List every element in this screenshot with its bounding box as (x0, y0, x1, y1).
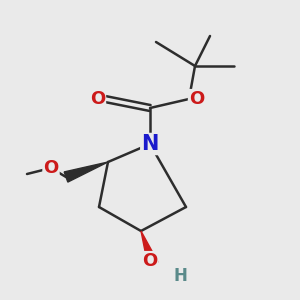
Text: O: O (44, 159, 59, 177)
Text: N: N (141, 134, 159, 154)
Polygon shape (141, 231, 158, 266)
Text: H: H (173, 267, 187, 285)
Polygon shape (64, 162, 108, 182)
Text: O: O (90, 90, 105, 108)
Text: O: O (189, 90, 204, 108)
Text: O: O (142, 252, 158, 270)
